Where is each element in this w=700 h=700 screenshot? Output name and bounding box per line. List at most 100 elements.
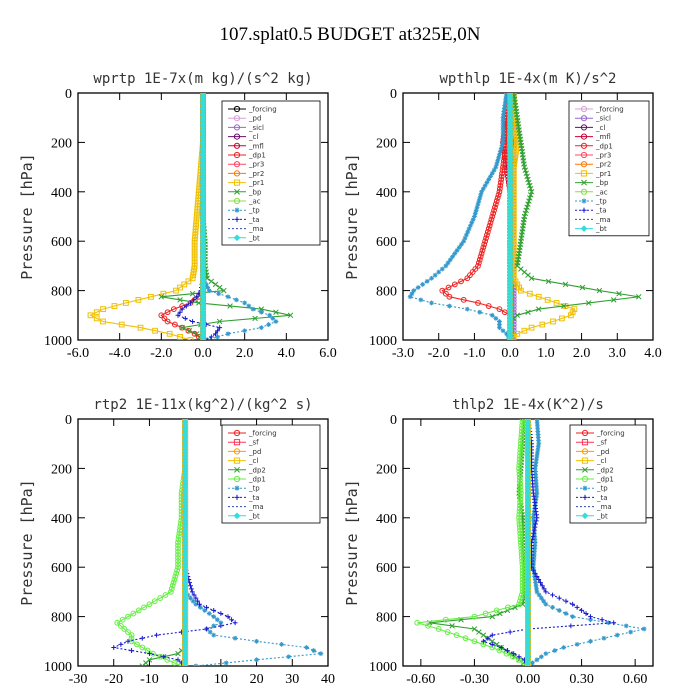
data-point [164,318,171,325]
legend-entry: _ta [596,494,608,502]
data-point [125,629,131,635]
legend-entry: _bt [248,512,260,520]
data-point [100,306,106,313]
data-point [123,300,129,306]
data-point [471,638,478,645]
data-point [215,334,220,340]
y-tick-label: 0 [390,87,397,102]
data-point [242,300,248,306]
data-point [484,229,491,235]
data-point [531,518,536,524]
series-line [89,93,204,340]
y-tick-label: 1000 [44,334,72,349]
data-point [450,254,455,260]
data-point [601,635,607,641]
data-point [147,651,152,657]
series-tp [407,93,513,340]
series-group [111,419,324,666]
data-point [197,601,202,607]
x-tick-label: -4.0 [109,346,131,361]
data-point [562,281,569,288]
x-tick-label: 10 [214,672,228,687]
data-point [175,551,181,558]
data-point [195,598,201,604]
data-point [531,530,536,536]
data-point [550,604,555,610]
data-point [167,589,174,595]
data-point [501,112,506,118]
legend-marker [233,475,241,483]
data-point [489,638,496,645]
x-tick-label: 6.0 [319,346,337,361]
data-point [588,638,593,644]
legend-marker [233,170,241,177]
data-point [141,604,147,611]
data-point [516,474,523,481]
data-point [183,303,189,309]
data-point [114,619,121,626]
data-point [176,530,183,537]
data-point [588,614,593,619]
data-point [485,225,492,232]
data-point [556,595,562,601]
data-point [507,629,513,635]
data-point [496,188,503,195]
legend-entry: _ta [248,216,260,224]
data-point [614,632,620,638]
data-point [188,300,193,306]
data-point [567,312,574,319]
legend-entry: _pr3 [595,152,611,160]
legend-entry: _dp2 [248,466,266,474]
data-point [528,275,535,282]
data-point [536,441,542,447]
legend-marker [233,429,241,437]
data-point [468,223,473,229]
data-point [516,462,523,469]
data-point [491,207,497,214]
legend-entry: _tp [248,207,260,215]
legend-marker [234,207,240,213]
legend-entry: _cl [248,457,258,465]
data-point [175,650,181,657]
data-point [539,583,545,589]
data-point [194,207,201,214]
data-point [418,297,424,303]
legend-marker [581,475,589,483]
data-point [100,318,106,325]
data-point [518,542,524,549]
data-point [304,645,309,650]
legend-entry: _bp [595,179,609,187]
data-point [193,595,199,601]
legend-entry: _pr2 [248,170,264,178]
data-point [199,336,207,340]
data-point [152,327,158,334]
data-point [500,118,506,124]
legend-marker [580,225,588,232]
legend-entry: _tp [248,485,260,493]
data-point [550,318,556,325]
y-tick-label: 600 [51,235,72,250]
data-point [482,183,488,189]
data-point [504,331,509,337]
y-tick-label: 0 [390,413,397,428]
legend-marker [234,485,240,491]
data-point [232,620,238,626]
data-point [194,294,200,300]
series-bt [507,93,514,340]
data-point [503,93,509,99]
y-tick-label: 200 [376,462,397,477]
data-point [171,660,178,666]
legend-entry: _bt [595,225,607,233]
data-point [528,324,535,331]
data-point [524,173,530,180]
data-point [500,115,506,121]
data-point [495,158,501,164]
legend-entry: _sicl [595,115,611,123]
data-point [534,657,540,663]
data-point [139,663,146,666]
data-point [535,447,541,453]
data-point [207,629,213,635]
y-tick-label: 600 [376,235,397,250]
data-point [496,306,503,313]
data-point [211,632,217,638]
